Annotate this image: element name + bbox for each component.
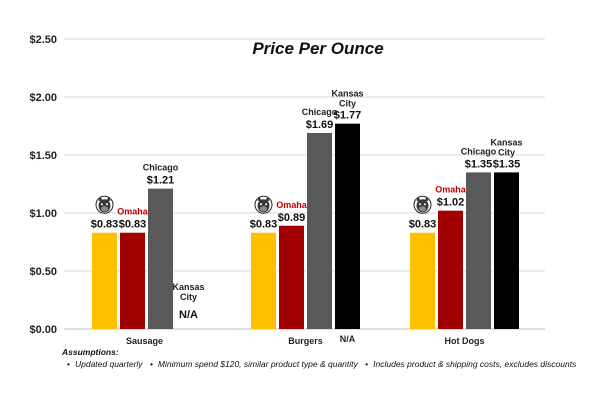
chart-title: Price Per Ounce <box>252 39 383 58</box>
data-label: $0.89 <box>278 212 306 224</box>
data-label: N/A <box>179 309 198 321</box>
bar-omaha <box>438 210 463 329</box>
bar-chicago <box>466 172 491 329</box>
y-tick-label: $2.50 <box>29 34 57 46</box>
y-tick-label: $0.50 <box>29 266 57 278</box>
data-label: $1.69 <box>306 119 334 131</box>
assumptions-heading: Assumptions: <box>62 347 119 357</box>
bar-omaha <box>279 225 304 329</box>
y-tick-label: $0.00 <box>29 324 57 336</box>
assumptions-list: • Updated quarterly • Minimum spend $120, … <box>67 359 577 369</box>
data-label: $1.35 <box>493 158 521 170</box>
data-label: $1.77 <box>334 110 362 122</box>
y-tick-label: $1.00 <box>29 208 57 220</box>
assumption-item: Minimum spend $120, similar product type… <box>157 359 358 369</box>
data-label: $1.35 <box>465 158 493 170</box>
series-tag-chicago: Chicago <box>143 163 179 173</box>
x-category-label: Burgers <box>288 336 323 346</box>
bar-kansas <box>494 172 519 329</box>
x-category-label: Sausage <box>126 336 163 346</box>
dog-face-icon <box>413 195 432 214</box>
assumption-item: Includes product & shipping costs, exclu… <box>373 359 577 369</box>
series-tag-kansas: Kansas <box>172 282 204 292</box>
dog-face-icon <box>254 195 273 214</box>
assumptions-notes: Assumptions: • Updated quarterly • Minimum… <box>62 347 592 369</box>
data-label: $0.83 <box>91 219 119 231</box>
series-tag-kansas: City <box>498 147 515 157</box>
data-label: $0.83 <box>409 219 437 231</box>
series-tag-kansas: Kansas <box>331 89 363 99</box>
series-tag-omaha: Omaha <box>435 185 467 195</box>
series-tag-kansas: City <box>180 292 197 302</box>
bar-omaha <box>120 232 145 329</box>
bar-logo <box>251 232 276 329</box>
series-tag-omaha: Omaha <box>276 200 308 210</box>
series-tag-kansas: City <box>339 99 356 109</box>
y-tick-label: $1.50 <box>29 150 57 162</box>
bar-logo <box>410 232 435 329</box>
bar-logo <box>92 232 117 329</box>
series-tag-chicago: Chicago <box>461 146 497 156</box>
dog-face-icon <box>95 195 114 214</box>
series-tag-chicago: Chicago <box>302 107 338 117</box>
na-label: N/A <box>340 334 356 344</box>
bar-chicago <box>307 132 332 329</box>
data-label: $0.83 <box>250 219 278 231</box>
y-tick-label: $2.00 <box>29 92 57 104</box>
data-label: $1.02 <box>437 197 465 209</box>
assumption-item: Updated quarterly <box>74 359 143 369</box>
bar-chicago <box>148 188 173 329</box>
data-label: $0.83 <box>119 219 147 231</box>
data-label: $1.21 <box>147 175 175 187</box>
x-category-label: Hot Dogs <box>445 336 485 346</box>
series-tag-kansas: Kansas <box>490 137 522 147</box>
bar-kansas <box>335 123 360 330</box>
series-tag-omaha: Omaha <box>117 207 149 217</box>
